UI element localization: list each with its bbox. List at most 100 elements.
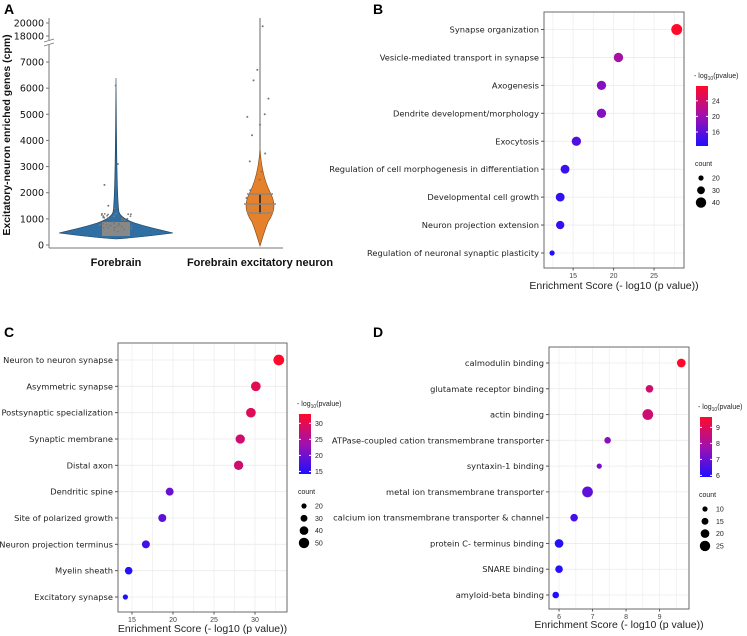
color-bar-label: 8 (716, 441, 720, 448)
data-point (158, 514, 167, 522)
size-legend-dot (298, 537, 310, 549)
data-point (613, 52, 624, 63)
outlier-point (258, 178, 261, 181)
category-label: calcium ion transmembrane transporter & … (333, 513, 544, 523)
x-tick-label: 30 (251, 617, 259, 624)
size-legend-label: 30 (315, 516, 323, 523)
outlier-point (246, 115, 249, 118)
category-label: ATPase-coupled cation transmembrane tran… (332, 435, 545, 445)
data-point (102, 226, 105, 229)
plot-background (549, 347, 689, 609)
y-tick-label: 3000 (20, 162, 44, 173)
category-label: amyloid-beta binding (456, 590, 544, 600)
data-point (124, 566, 133, 575)
y-tick-label: 4000 (20, 136, 44, 147)
x-tick-label: 25 (210, 617, 218, 624)
color-bar-label: 25 (315, 437, 323, 444)
category-label: Postsynaptic specialization (1, 408, 113, 418)
size-legend-label: 20 (315, 504, 323, 511)
color-bar-label: 6 (716, 473, 720, 480)
data-point (99, 223, 102, 226)
data-point (102, 216, 105, 219)
color-bar-label: 9 (716, 425, 720, 432)
box-forebrain (102, 222, 130, 236)
outlier-point (115, 212, 118, 215)
size-legend-title: count (699, 492, 716, 499)
color-legend-title: - log10(pvalue) (698, 404, 742, 413)
size-legend-dot (299, 526, 309, 535)
data-point (118, 222, 120, 225)
size-legend-title: count (695, 161, 712, 168)
size-legend-label: 40 (712, 200, 720, 207)
x-tick-label: 15 (128, 617, 136, 624)
size-legend-dot (700, 529, 710, 538)
category-label: Neuron projection extension (422, 220, 539, 230)
quartile-lines (244, 193, 276, 214)
data-point (101, 212, 103, 215)
outlier-point (258, 123, 261, 126)
outlier-point (263, 113, 266, 116)
data-point (123, 228, 126, 231)
data-point (105, 223, 108, 226)
size-legend-dot (695, 197, 707, 208)
category-label: calmodulin binding (465, 358, 544, 368)
axis-break-mark (43, 38, 55, 47)
data-point (555, 565, 563, 574)
outlier-point (260, 170, 263, 173)
outlier-point (113, 207, 116, 210)
outlier-point (251, 134, 254, 137)
size-legend-dot (701, 517, 709, 525)
data-point (165, 487, 174, 496)
size-legend-label: 15 (716, 519, 724, 526)
data-point (114, 226, 116, 229)
panel-label-b: B (373, 1, 383, 17)
size-legend-label: 50 (315, 540, 323, 547)
category-label: glutamate receptor binding (430, 384, 544, 394)
data-point (121, 217, 124, 220)
panel-label-c: C (4, 324, 14, 340)
x-tick-label: 6 (557, 614, 561, 621)
category-label: metal ion transmembrane transporter (386, 487, 545, 497)
size-legend-label: 10 (716, 507, 724, 514)
x-tick-label: 8 (624, 614, 628, 621)
size-legend-dot (300, 514, 308, 522)
data-point (121, 219, 124, 221)
outlier-point (264, 152, 267, 155)
color-bar (700, 417, 712, 477)
data-point (113, 222, 116, 225)
legend-title-part: (pvalue) (717, 404, 742, 411)
category-label: Asymmetric synapse (26, 381, 113, 391)
color-bar (696, 86, 708, 146)
color-bar-label: 7 (716, 457, 720, 464)
color-legend-title: - log10(pvalue) (297, 401, 341, 410)
category-label: Regulation of cell morphogenesis in diff… (329, 164, 539, 174)
y-tick-label: 0 (38, 241, 44, 252)
data-point (120, 225, 123, 228)
outlier-point (103, 183, 106, 186)
plot-border (548, 346, 690, 610)
data-point (555, 192, 565, 202)
y-tick-label: 20000 (14, 19, 44, 30)
data-point (596, 108, 607, 118)
data-point (107, 213, 109, 216)
category-label: Myelin sheath (55, 566, 113, 576)
data-point (642, 409, 654, 420)
data-point (102, 222, 105, 225)
y-tick-label: 5000 (20, 110, 44, 121)
data-point (107, 217, 110, 219)
color-bar-label: 24 (712, 98, 720, 105)
category-label: Synapse organization (450, 25, 539, 35)
legend-title-part: (pvalue) (713, 73, 738, 80)
data-point (246, 407, 256, 418)
category-label: Distal axon (67, 460, 113, 470)
data-point (235, 434, 245, 444)
data-point (107, 226, 109, 229)
panel-label-a: A (4, 1, 14, 17)
size-legend-dot (699, 540, 711, 552)
data-point (130, 225, 133, 227)
x-tick-label: 15 (569, 273, 577, 280)
outlier-point (116, 162, 119, 165)
data-point (109, 224, 111, 227)
